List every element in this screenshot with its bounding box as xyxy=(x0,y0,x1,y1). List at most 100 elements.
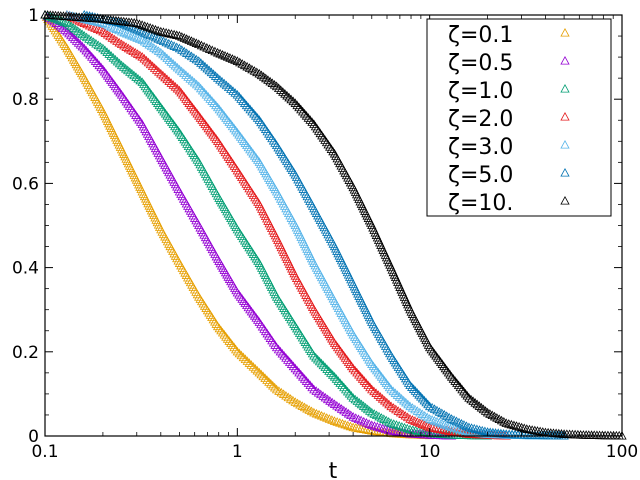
data-point-dense xyxy=(158,36,169,46)
data-point-dense xyxy=(278,87,288,96)
data-point-dense xyxy=(168,80,178,89)
data-point xyxy=(348,422,358,432)
data-point-dense xyxy=(124,29,134,39)
data-point-dense xyxy=(408,384,419,393)
data-point-dense xyxy=(137,20,147,29)
data-point-dense xyxy=(474,425,485,434)
data-point-dense xyxy=(237,59,247,68)
data-point-dense xyxy=(258,371,268,381)
data-point-dense xyxy=(54,15,65,25)
data-point-dense xyxy=(230,88,240,97)
data-point-dense xyxy=(460,388,471,398)
data-point-dense xyxy=(389,426,399,435)
data-point-dense xyxy=(327,397,337,407)
data-point-dense xyxy=(192,108,202,118)
data-point-dense xyxy=(311,352,321,362)
data-point-dense xyxy=(284,92,294,102)
data-point-dense xyxy=(292,100,302,110)
data-point xyxy=(194,81,204,91)
data-point-dense xyxy=(514,422,524,431)
data-point-dense xyxy=(186,100,196,110)
data-point xyxy=(98,26,108,36)
data-point-dense xyxy=(102,29,113,39)
data-point-dense xyxy=(298,106,308,116)
data-point-dense xyxy=(114,58,125,68)
data-point-dense xyxy=(410,425,421,435)
data-point-dense xyxy=(149,63,160,72)
data-point-dense xyxy=(108,23,119,32)
data-point-dense xyxy=(164,38,174,48)
data-point-dense xyxy=(339,405,349,415)
data-point-dense xyxy=(407,403,418,412)
data-point-dense xyxy=(203,92,213,101)
data-point-dense xyxy=(384,399,394,409)
data-point-dense xyxy=(417,393,428,403)
data-point xyxy=(425,414,435,423)
data-point-dense xyxy=(370,363,380,373)
data-point-dense xyxy=(506,419,517,429)
data-point-dense xyxy=(280,89,290,98)
data-point-dense xyxy=(299,374,310,383)
data-point-dense xyxy=(342,386,353,396)
data-point-dense xyxy=(314,356,325,366)
data-point-dense xyxy=(372,422,382,431)
data-point-dense xyxy=(92,24,103,33)
data-point-dense xyxy=(57,23,68,33)
data-point-dense xyxy=(141,55,151,65)
data-point-dense xyxy=(130,47,140,57)
data-point-dense xyxy=(294,367,304,377)
data-point-dense xyxy=(219,329,229,339)
data-point-dense xyxy=(359,416,369,426)
data-point xyxy=(79,31,89,40)
data-point-dense xyxy=(299,108,310,118)
data-point-dense xyxy=(107,33,117,42)
data-point-dense xyxy=(217,76,227,86)
data-point-dense xyxy=(269,79,280,89)
data-point-dense xyxy=(95,25,105,35)
data-point xyxy=(405,424,415,434)
data-point-dense xyxy=(391,420,402,429)
data-point-dense xyxy=(292,365,302,375)
data-point-dense xyxy=(489,411,500,421)
data-point-dense xyxy=(169,29,179,39)
data-point xyxy=(137,26,147,36)
data-point-dense xyxy=(279,350,289,360)
x-axis-title: t xyxy=(329,459,338,480)
data-point-dense xyxy=(210,46,220,56)
data-point-dense xyxy=(229,342,239,352)
data-point-dense xyxy=(264,377,274,386)
data-point-dense xyxy=(448,374,458,383)
data-point-dense xyxy=(311,408,322,418)
legend-label: ζ=1.0 xyxy=(448,79,513,104)
data-point xyxy=(116,60,127,70)
data-point-dense xyxy=(129,32,140,41)
data-point-dense xyxy=(454,417,464,427)
data-point-dense xyxy=(77,29,87,39)
data-point-dense xyxy=(140,28,150,37)
data-point-dense xyxy=(224,336,234,345)
data-point xyxy=(137,35,147,44)
data-point-dense xyxy=(57,16,67,26)
data-point-dense xyxy=(327,415,337,424)
data-point-dense xyxy=(166,78,176,87)
data-point-dense xyxy=(231,344,241,354)
legend-marker xyxy=(560,83,570,93)
data-point-dense xyxy=(527,425,537,434)
data-point xyxy=(254,68,264,78)
data-point-dense xyxy=(339,382,349,392)
data-point-dense xyxy=(337,380,347,390)
data-point-dense xyxy=(427,415,437,424)
data-point-dense xyxy=(66,30,76,40)
data-point-dense xyxy=(196,40,207,50)
data-point-dense xyxy=(204,44,215,53)
data-point-dense xyxy=(379,414,389,423)
data-point-dense xyxy=(284,357,295,366)
data-point-dense xyxy=(200,61,210,71)
data-point-dense xyxy=(462,390,472,400)
data-point-dense xyxy=(434,407,445,416)
legend-marker xyxy=(560,167,570,177)
data-point-dense xyxy=(68,32,78,42)
data-point-dense xyxy=(248,362,258,371)
data-point-dense xyxy=(266,379,276,388)
data-point-dense xyxy=(267,78,277,87)
